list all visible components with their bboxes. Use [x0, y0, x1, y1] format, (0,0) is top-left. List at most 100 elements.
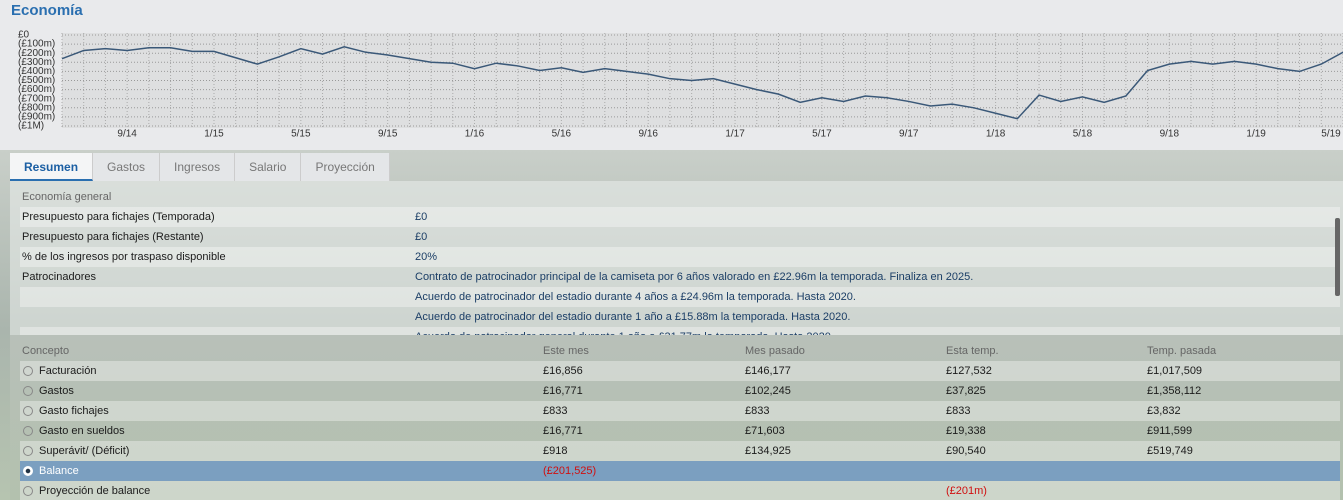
table-row[interactable]: Gasto en sueldos £16,771 £71,603 £19,338 £91…: [20, 421, 1340, 441]
x-tick-label: 9/18: [1160, 129, 1180, 140]
info-value: Contrato de patrocinador principal de la…: [415, 271, 974, 283]
radio-button[interactable]: [23, 386, 33, 396]
x-tick-label: 9/16: [638, 129, 658, 140]
row-label: Facturación: [39, 365, 97, 377]
y-tick-label: (£600m): [18, 84, 55, 95]
x-tick-label: 9/15: [378, 129, 398, 140]
radio-button[interactable]: [23, 446, 33, 456]
info-value: £0: [415, 231, 428, 243]
x-tick-label: 1/18: [986, 129, 1006, 140]
x-tick-label: 5/17: [812, 129, 832, 140]
row-label: Superávit/ (Déficit): [39, 445, 130, 457]
radio-button[interactable]: [23, 426, 33, 436]
y-tick-label: £0: [18, 30, 30, 41]
table-cell: £16,771: [543, 425, 583, 437]
tab[interactable]: Ingresos: [160, 153, 236, 181]
table-row[interactable]: Superávit/ (Déficit) £918 £134,925 £90,540 £…: [20, 441, 1340, 461]
table-cell: £16,856: [543, 365, 583, 377]
table-cell: £918: [543, 445, 568, 457]
table-cell: £16,771: [543, 385, 583, 397]
radio-button[interactable]: [23, 406, 33, 416]
table-row[interactable]: Gasto fichajes £833 £833 £833 £3,832: [20, 401, 1340, 421]
tab[interactable]: Proyección: [301, 153, 390, 181]
table-cell: £519,749: [1147, 445, 1193, 457]
table-cell: £1,358,112: [1147, 385, 1202, 397]
info-label: Presupuesto para fichajes (Restante): [22, 231, 204, 243]
tab[interactable]: Gastos: [93, 153, 161, 181]
radio-button[interactable]: [23, 466, 33, 476]
x-tick-label: 5/15: [291, 129, 311, 140]
table-cell: (£201m): [946, 485, 987, 497]
x-tick-label: 5/19: [1321, 129, 1341, 140]
radio-button[interactable]: [23, 486, 33, 496]
panel: Economía general Presupuesto para fichaje…: [10, 181, 1343, 500]
info-row: Patrocinadores Contrato de patrocinador p…: [20, 267, 1340, 287]
line: [61, 46, 1343, 120]
table-row[interactable]: Gastos £16,771 £102,245 £37,825 £1,358,112: [20, 381, 1340, 401]
info-label: Presupuesto para fichajes (Temporada): [22, 211, 215, 223]
column-header: Mes pasado: [745, 345, 805, 357]
x-tick-label: 9/17: [899, 129, 919, 140]
table-cell: £19,338: [946, 425, 986, 437]
table-cell: £833: [543, 405, 568, 417]
y-tick-label: (£900m): [18, 112, 55, 123]
y-tick-label: (£800m): [18, 102, 55, 113]
column-header: Temp. pasada: [1147, 345, 1217, 357]
table-row[interactable]: Facturación £16,856 £146,177 £127,532 £1,017…: [20, 361, 1340, 381]
row-label: Proyección de balance: [39, 485, 151, 497]
scrollbar[interactable]: [1335, 218, 1340, 296]
x-tick-label: 5/18: [1073, 129, 1093, 140]
info-label: % de los ingresos por traspaso disponibl…: [22, 251, 226, 263]
row-label: Gasto fichajes: [39, 405, 109, 417]
x-tick-label: 1/19: [1246, 129, 1266, 140]
info-value: 20%: [415, 251, 438, 263]
table-cell: £911,599: [1147, 425, 1193, 437]
x-tick-label: 5/16: [552, 129, 572, 140]
tab-bar: Resumen Gastos Ingresos Salario Proyección: [10, 153, 390, 181]
tab[interactable]: Salario: [235, 153, 302, 181]
page-title: Economía: [11, 2, 83, 19]
table-cell: £37,825: [946, 385, 986, 397]
section-header: Economía general: [20, 187, 1340, 207]
tab[interactable]: Resumen: [10, 153, 94, 181]
radio-button[interactable]: [23, 366, 33, 376]
table-header: Concepto Este mes Mes pasado Esta temp. Temp…: [20, 341, 1340, 361]
column-header: Concepto: [22, 345, 70, 357]
y-tick-label: (£200m): [18, 48, 55, 59]
table-cell: (£201,525): [543, 465, 597, 477]
y-tick-label: (£300m): [18, 57, 55, 68]
chart: £0(£100m)(£200m)(£300m)(£400m)(£500m)(£6…: [18, 30, 1343, 140]
y-tick-label: (£700m): [18, 93, 55, 104]
table-cell: £90,540: [946, 445, 986, 457]
x-tick-label: 1/17: [725, 129, 745, 140]
table-cell: £1,017,509: [1147, 365, 1203, 377]
info-value: Acuerdo de patrocinador del estadio dura…: [415, 311, 851, 323]
y-tick-label: (£100m): [18, 39, 55, 50]
section-title: Economía general: [22, 191, 112, 203]
table-cell: £71,603: [745, 425, 785, 437]
info-row: % de los ingresos por traspaso disponibl…: [20, 247, 1340, 267]
x-tick-label: 1/15: [204, 129, 224, 140]
x-tick-label: 9/14: [117, 129, 137, 140]
info-label: Patrocinadores: [22, 271, 96, 283]
info-row: Presupuesto para fichajes (Restante) £0: [20, 227, 1340, 247]
table-row[interactable]: Balance (£201,525): [20, 461, 1340, 481]
table-cell: £102,245: [745, 385, 791, 397]
column-header: Esta temp.: [946, 345, 999, 357]
table-row[interactable]: Proyección de balance (£201m): [20, 481, 1340, 500]
y-tick-label: (£500m): [18, 75, 55, 86]
table-cell: £3,832: [1147, 405, 1181, 417]
info-row: Acuerdo de patrocinador del estadio dura…: [20, 287, 1340, 307]
table-cell: £134,925: [745, 445, 791, 457]
y-tick-label: (£1M): [18, 121, 44, 132]
row-label: Balance: [39, 465, 79, 477]
column-header: Este mes: [543, 345, 589, 357]
table-cell: £127,532: [946, 365, 992, 377]
info-value: Acuerdo de patrocinador del estadio dura…: [415, 291, 856, 303]
info-value: £0: [415, 211, 428, 223]
info-row: Acuerdo de patrocinador del estadio dura…: [20, 307, 1340, 327]
y-tick-label: (£400m): [18, 66, 55, 77]
table-cell: £146,177: [745, 365, 791, 377]
row-label: Gasto en sueldos: [39, 425, 125, 437]
